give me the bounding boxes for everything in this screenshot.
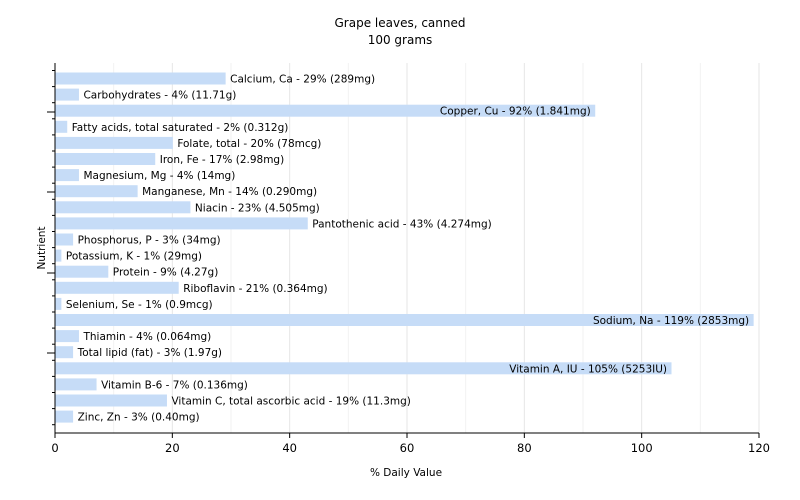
x-tick-label-80: 80 [517,441,532,455]
y-axis-label: Nutrient [36,226,48,269]
bar-label-13: Protein - 9% (4.27g) [113,267,219,279]
bar-9 [55,201,191,214]
bar-label-4: Fatty acids, total saturated - 2% (0.312… [72,122,289,134]
x-axis-label: % Daily Value [370,467,442,479]
bar-label-6: Iron, Fe - 17% (2.98mg) [160,154,284,166]
bar-2 [55,88,79,101]
bar-1 [55,72,226,85]
bar-17 [55,330,79,343]
bar-22 [55,410,74,423]
bar-11 [55,233,74,246]
bar-label-20: Vitamin B-6 - 7% (0.136mg) [101,379,248,391]
bar-label-19: Vitamin A, IU - 105% (5253IU) [509,363,667,375]
bar-label-22: Zinc, Zn - 3% (0.40mg) [78,412,200,424]
bar-label-5: Folate, total - 20% (78mcg) [177,138,321,150]
bar-label-7: Magnesium, Mg - 4% (14mg) [83,170,235,182]
bar-14 [55,281,179,294]
bar-5 [55,136,173,149]
bar-4 [55,120,68,133]
bar-label-16: Sodium, Na - 119% (2853mg) [593,315,749,327]
bar-18 [55,346,74,359]
bar-label-15: Selenium, Se - 1% (0.9mcg) [66,299,213,311]
bar-8 [55,185,138,198]
bar-13 [55,265,109,278]
chart-subtitle: 100 grams [368,33,433,47]
bar-7 [55,169,79,182]
bar-20 [55,378,97,391]
bar-15 [55,297,62,310]
bar-label-1: Calcium, Ca - 29% (289mg) [230,74,375,86]
bar-21 [55,394,167,407]
bar-label-8: Manganese, Mn - 14% (0.290mg) [142,186,317,198]
bar-19 [55,362,672,375]
x-tick-label-100: 100 [631,441,653,455]
bar-label-14: Riboflavin - 21% (0.364mg) [183,283,327,295]
bar-label-2: Carbohydrates - 4% (11.71g) [83,90,236,102]
chart-title: Grape leaves, canned [335,16,466,30]
bar-label-18: Total lipid (fat) - 3% (1.97g) [77,347,222,359]
bar-3 [55,104,596,117]
x-tick-label-40: 40 [282,441,297,455]
bar-10 [55,217,308,230]
plot-area: Calcium, Ca - 29% (289mg) Carbohydrates -… [47,63,770,455]
bar-label-21: Vitamin C, total ascorbic acid - 19% (11… [171,396,410,408]
bar-12 [55,249,62,262]
bar-label-11: Phosphorus, P - 3% (34mg) [78,235,221,247]
x-tick-label-20: 20 [165,441,180,455]
bar-6 [55,153,156,165]
x-tick-label-0: 0 [51,441,58,455]
bar-label-12: Potassium, K - 1% (29mg) [66,251,202,263]
bar-label-9: Niacin - 23% (4.505mg) [195,202,320,214]
bar-label-17: Thiamin - 4% (0.064mg) [82,331,211,343]
x-tick-label-120: 120 [748,441,770,455]
bar-16 [55,314,754,326]
bar-label-10: Pantothenic acid - 43% (4.274mg) [312,218,491,230]
bar-label-3: Copper, Cu - 92% (1.841mg) [440,106,591,118]
x-tick-label-60: 60 [400,441,415,455]
